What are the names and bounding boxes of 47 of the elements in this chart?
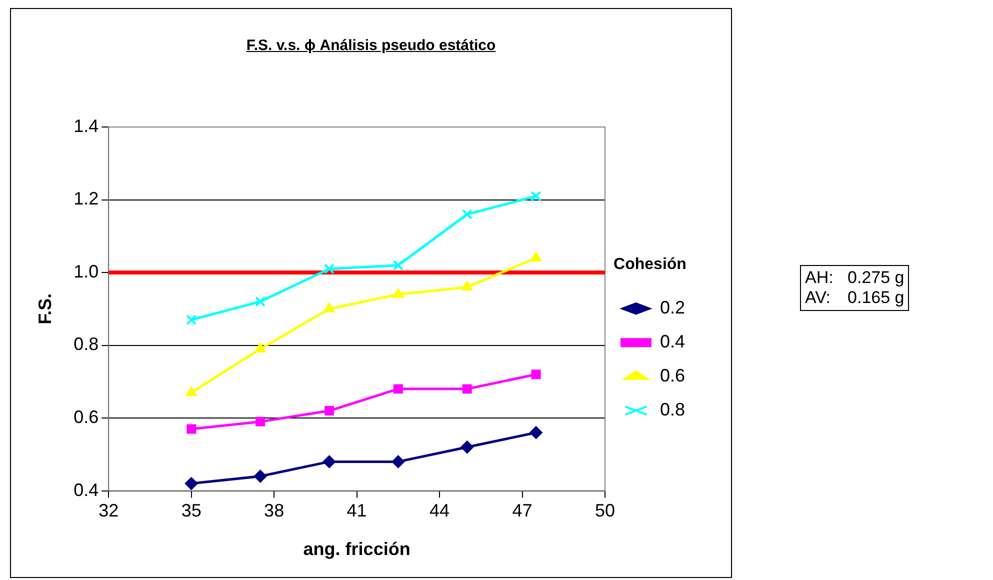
point — [324, 406, 334, 416]
point — [460, 440, 474, 454]
point — [255, 296, 266, 307]
x-tick-label: 35 — [181, 500, 202, 521]
point — [184, 477, 198, 490]
legend-title: Cohesión — [614, 256, 686, 273]
point — [256, 416, 266, 426]
point — [322, 455, 336, 468]
point — [254, 470, 267, 483]
text: AV: 0.165 g — [805, 288, 904, 308]
y-tick-label: 1.0 — [74, 261, 99, 282]
y-tick-label: 1.2 — [74, 188, 99, 209]
point — [462, 384, 472, 394]
x-tick-label: 50 — [594, 500, 615, 521]
y-axis-title: F.S. — [34, 293, 55, 324]
point — [462, 209, 472, 220]
x-tick-label: 47 — [512, 500, 532, 521]
y-tick-label: 0.4 — [74, 480, 99, 500]
point — [186, 314, 197, 326]
legend-label: 0.4 — [660, 332, 686, 352]
point — [392, 288, 404, 298]
legend-label: 0.8 — [660, 400, 686, 420]
text: AH: 0.275 g — [805, 268, 904, 288]
chart-title: F.S. v.s. ϕ Análisis pseudo estático — [245, 37, 497, 54]
x-tick-label: 44 — [430, 500, 450, 521]
x-tick-label: 32 — [98, 500, 119, 521]
point — [531, 370, 541, 380]
legend-label: 0.2 — [660, 298, 686, 318]
point — [530, 251, 542, 262]
point — [530, 426, 543, 440]
x-tick-label: 41 — [346, 500, 367, 521]
point — [392, 455, 405, 468]
point — [393, 384, 403, 394]
legend-label: 0.6 — [660, 366, 686, 386]
y-tick-label: 0.6 — [74, 407, 99, 428]
point — [324, 302, 335, 312]
y-tick-label: 0.8 — [74, 334, 99, 354]
x-axis-title: ang. fricción — [303, 539, 410, 560]
point — [186, 424, 196, 434]
point — [461, 280, 473, 291]
point — [186, 386, 198, 396]
point — [530, 190, 542, 202]
y-tick-label: 1.4 — [74, 116, 99, 136]
point — [324, 264, 334, 274]
point — [392, 260, 404, 270]
point — [254, 342, 266, 352]
x-tick-label: 38 — [264, 500, 284, 521]
